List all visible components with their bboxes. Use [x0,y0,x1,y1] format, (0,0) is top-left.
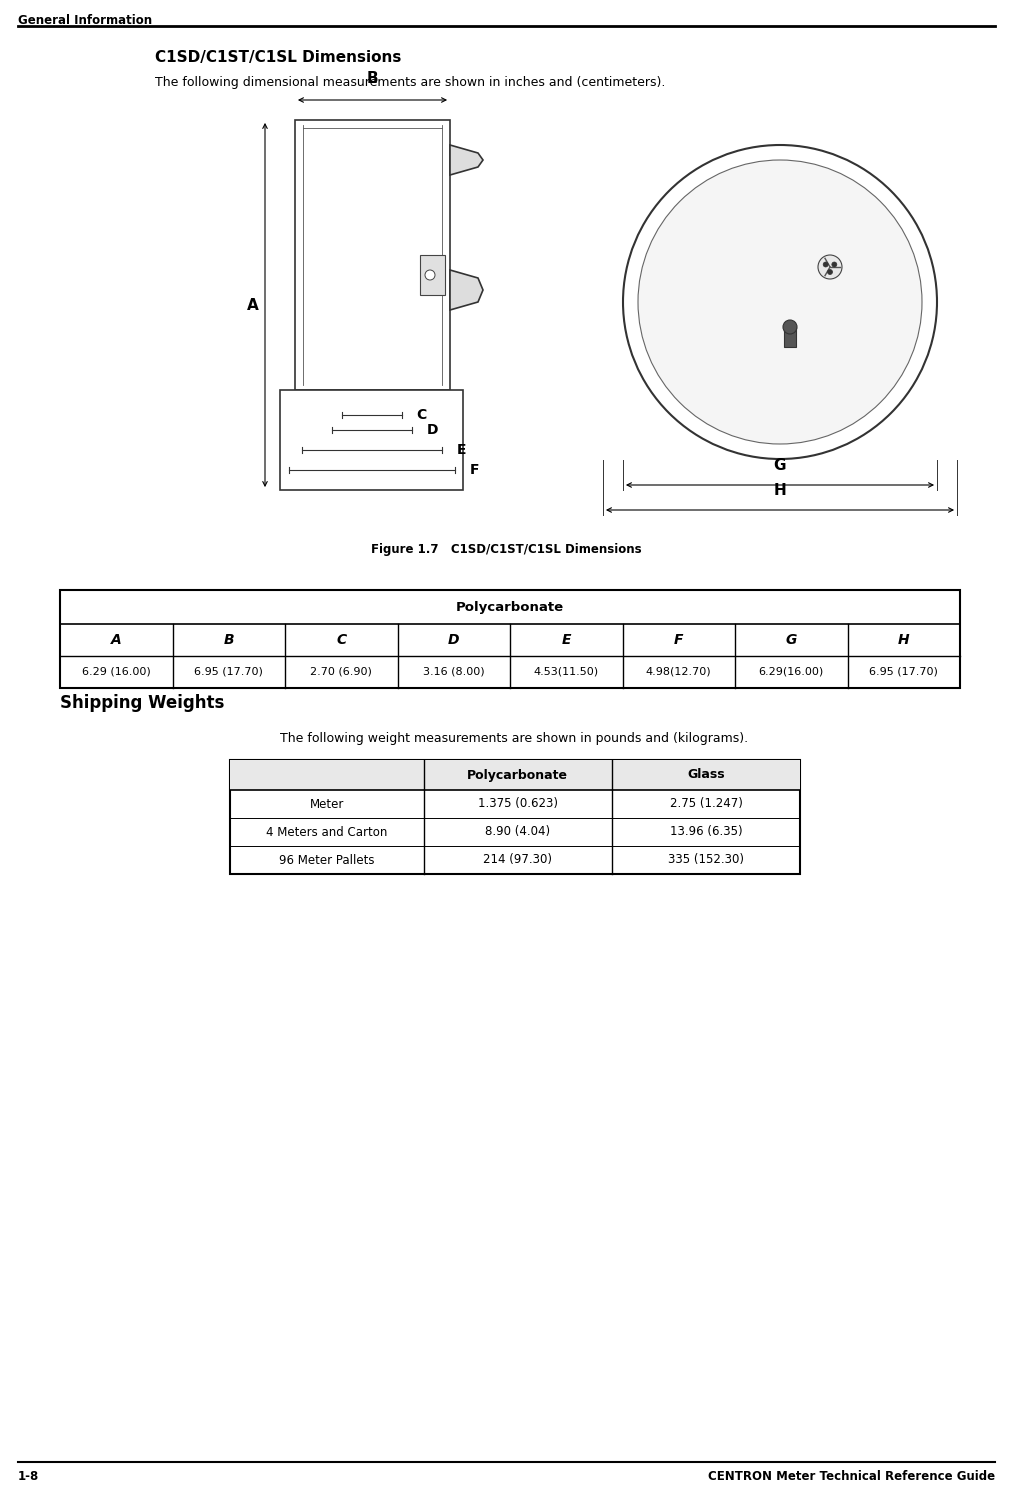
Text: 2.70 (6.90): 2.70 (6.90) [310,668,372,676]
Bar [60,590,960,688]
Text: The following dimensional measurements are shown in inches and (centimeters).: The following dimensional measurements a… [155,76,666,89]
Text: Figure 1.7   C1SD/C1ST/C1SL Dimensions: Figure 1.7 C1SD/C1ST/C1SL Dimensions [371,542,641,556]
Bar [230,760,800,790]
Bar [784,326,796,347]
Bar [280,390,463,490]
Text: 6.95 (17.70): 6.95 (17.70) [194,668,263,676]
Text: C: C [416,408,426,422]
Text: 1.375 (0.623): 1.375 (0.623) [478,797,558,811]
Text: F: F [674,633,684,647]
Text: H: H [898,633,910,647]
Text: Meter: Meter [310,797,344,811]
Circle shape [783,320,797,334]
Bar [295,121,450,390]
Text: C1SD/C1ST/C1SL Dimensions: C1SD/C1ST/C1SL Dimensions [155,51,401,66]
Text: D: D [426,423,438,437]
Text: The following weight measurements are shown in pounds and (kilograms).: The following weight measurements are sh… [280,732,749,745]
Text: 214 (97.30): 214 (97.30) [483,854,552,867]
Text: Polycarbonate: Polycarbonate [456,600,564,614]
Polygon shape [450,270,483,310]
Text: 6.29(16.00): 6.29(16.00) [759,668,824,676]
Circle shape [425,270,435,280]
Polygon shape [450,145,483,174]
Circle shape [623,145,937,459]
Text: E: E [561,633,571,647]
Circle shape [819,255,842,279]
Text: CENTRON Meter Technical Reference Guide: CENTRON Meter Technical Reference Guide [708,1471,995,1483]
Bar [420,255,445,295]
Circle shape [828,270,833,274]
Text: 4.53(11.50): 4.53(11.50) [534,668,599,676]
Text: 6.29 (16.00): 6.29 (16.00) [82,668,151,676]
Text: Shipping Weights: Shipping Weights [60,694,224,712]
Bar [230,760,800,875]
Text: 96 Meter Pallets: 96 Meter Pallets [280,854,375,867]
Circle shape [832,262,837,267]
Text: B: B [224,633,234,647]
Text: C: C [336,633,346,647]
Text: Polycarbonate: Polycarbonate [467,769,568,781]
Circle shape [824,262,829,267]
Text: General Information: General Information [18,13,152,27]
Text: Glass: Glass [687,769,724,781]
Text: 8.90 (4.04): 8.90 (4.04) [485,825,550,839]
Text: A: A [247,298,259,313]
Text: H: H [774,483,786,498]
Text: 335 (152.30): 335 (152.30) [668,854,744,867]
Text: E: E [457,443,466,457]
Text: 13.96 (6.35): 13.96 (6.35) [670,825,743,839]
Text: 6.95 (17.70): 6.95 (17.70) [869,668,938,676]
Text: 4.98(12.70): 4.98(12.70) [646,668,711,676]
Text: 2.75 (1.247): 2.75 (1.247) [670,797,743,811]
Text: 1-8: 1-8 [18,1471,40,1483]
Text: B: B [367,72,378,86]
Text: A: A [110,633,122,647]
Circle shape [638,159,922,444]
Text: 4 Meters and Carton: 4 Meters and Carton [266,825,388,839]
Text: D: D [448,633,460,647]
Text: G: G [785,633,797,647]
Text: G: G [774,457,786,472]
Text: F: F [469,463,479,477]
Text: 3.16 (8.00): 3.16 (8.00) [423,668,484,676]
